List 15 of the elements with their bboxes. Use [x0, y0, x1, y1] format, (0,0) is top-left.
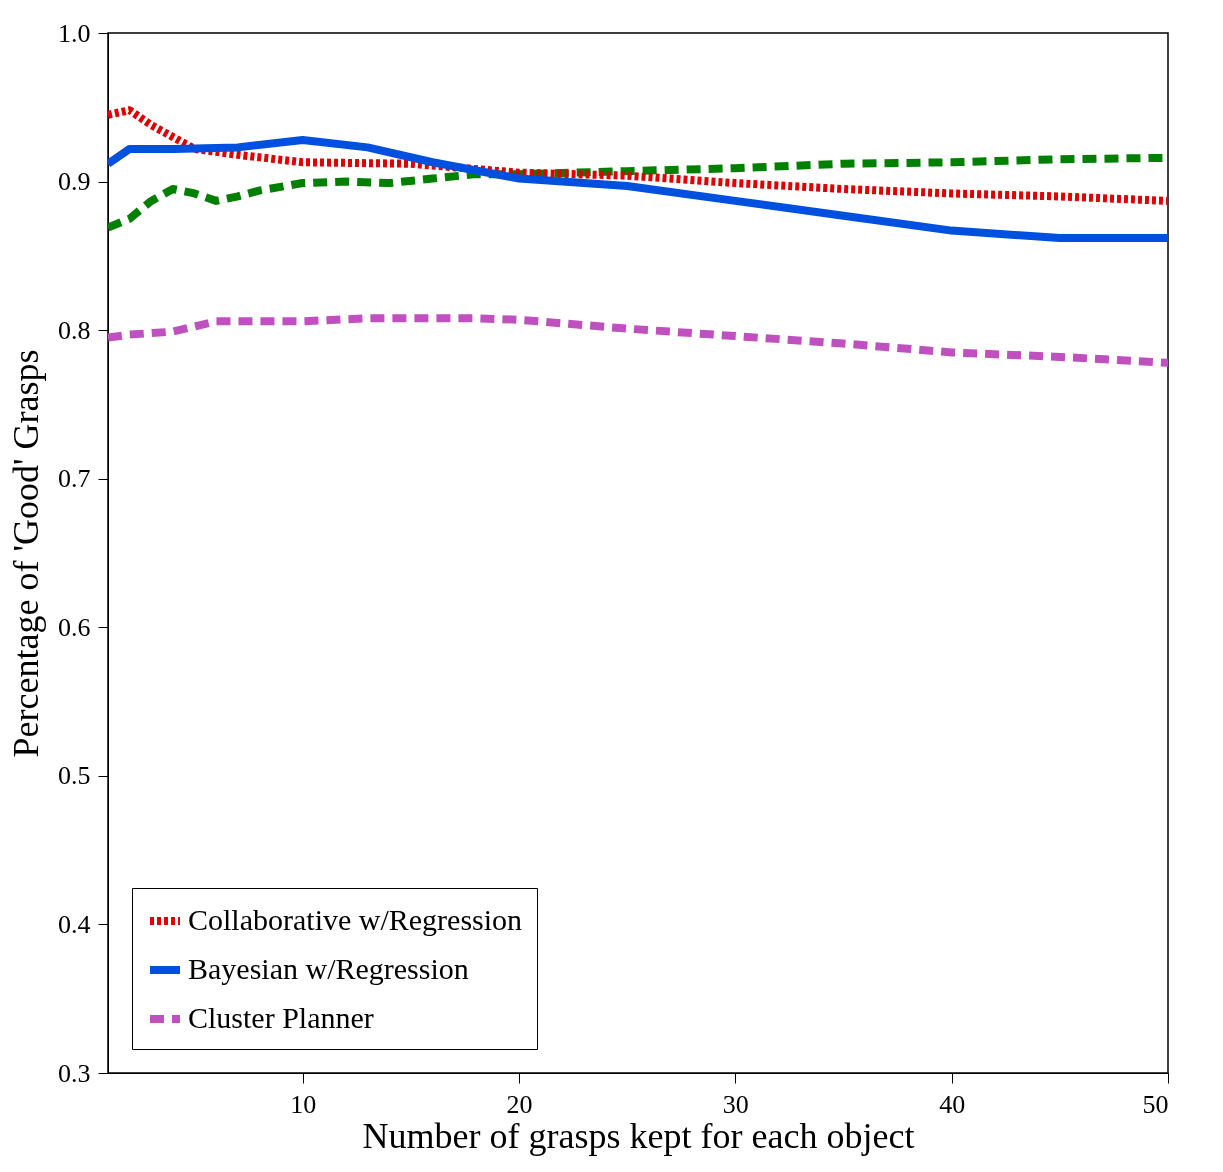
- legend-label: Bayesian w/Regression: [188, 952, 469, 985]
- x-tick-label: 10: [290, 1089, 317, 1119]
- y-tick-label: 0.4: [58, 909, 91, 939]
- y-tick-label: 0.6: [58, 612, 91, 642]
- legend-label: Collaborative w/Regression: [188, 903, 523, 936]
- x-tick-label: 50: [1142, 1089, 1169, 1119]
- legend-label: Cluster Planner: [188, 1001, 374, 1034]
- y-tick-label: 0.7: [58, 464, 91, 494]
- y-tick-label: 0.3: [58, 1058, 91, 1088]
- y-tick-label: 1.0: [58, 18, 91, 48]
- y-tick-label: 0.9: [58, 167, 91, 197]
- x-tick-label: 40: [939, 1089, 966, 1119]
- y-tick-label: 0.5: [58, 761, 91, 791]
- y-tick-label: 0.8: [58, 315, 91, 345]
- y-axis-title: Percentage of 'Good' Grasps: [6, 349, 46, 758]
